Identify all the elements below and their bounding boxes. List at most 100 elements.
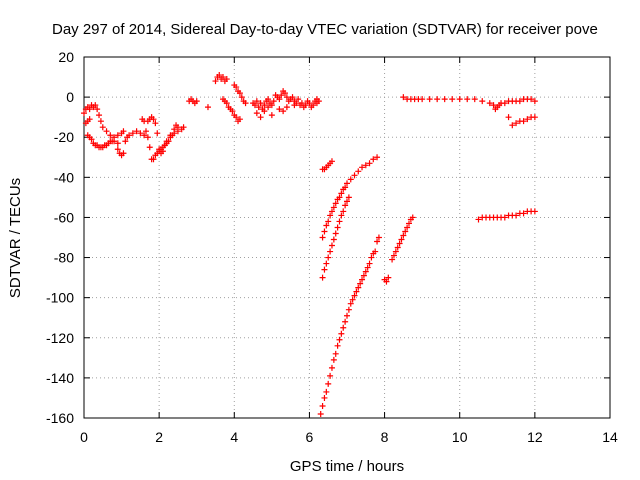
plot-frame (83, 56, 611, 419)
data-point (496, 102, 503, 109)
data-point (298, 100, 305, 107)
data-point (464, 96, 471, 103)
data-point (364, 264, 371, 271)
data-point (268, 102, 275, 109)
data-point (392, 248, 399, 255)
data-point (389, 256, 396, 263)
series-arc-g (250, 88, 322, 121)
data-point (276, 106, 283, 113)
data-point (276, 96, 283, 103)
data-point (349, 296, 356, 303)
series-arc-l (381, 274, 392, 285)
y-tick-label: -20 (54, 129, 74, 145)
data-point (161, 142, 168, 149)
data-point (516, 98, 523, 105)
data-point (355, 284, 362, 291)
data-point (501, 100, 508, 107)
data-point (317, 410, 324, 417)
data-point (142, 128, 149, 135)
data-point (344, 312, 350, 319)
data-point (94, 106, 101, 113)
data-point (283, 104, 290, 111)
chart-title: Day 297 of 2014, Sidereal Day-to-day VTE… (52, 21, 598, 38)
data-point (122, 138, 129, 145)
data-point (328, 158, 335, 165)
data-point (323, 388, 330, 395)
data-point (405, 220, 412, 227)
y-axis-label: SDTVAR / TECUs (7, 178, 24, 298)
data-point (253, 110, 260, 117)
x-axis-label: GPS time / hours (290, 458, 404, 475)
data-point (362, 268, 369, 275)
data-point (86, 116, 93, 123)
data-point (344, 180, 350, 187)
data-point (114, 140, 121, 147)
data-point (257, 100, 264, 107)
data-point (265, 104, 272, 111)
data-point (347, 300, 354, 307)
data-point (236, 90, 243, 97)
y-tick-label: 0 (66, 89, 74, 105)
data-point (345, 194, 352, 201)
series-arc-a (81, 102, 127, 141)
data-point (426, 96, 433, 103)
data-point (366, 160, 373, 167)
data-point (270, 98, 277, 105)
data-point (97, 118, 104, 125)
data-point (96, 112, 103, 119)
data-point (394, 244, 401, 251)
y-tick-label: -100 (46, 290, 74, 306)
data-point (524, 116, 531, 123)
series-arc-m (389, 214, 416, 263)
data-point (471, 96, 478, 103)
data-point (385, 274, 392, 281)
data-point (368, 254, 375, 261)
data-point (520, 118, 527, 125)
data-point (374, 238, 381, 245)
data-point (360, 272, 367, 279)
data-point (223, 76, 230, 83)
series-arc-o (509, 114, 538, 129)
data-point (283, 94, 290, 101)
data-point (342, 202, 349, 209)
data-point (126, 132, 133, 139)
data-point (129, 130, 136, 137)
data-point (409, 214, 416, 221)
data-point (257, 114, 264, 121)
data-point (141, 118, 148, 125)
data-point (291, 102, 298, 109)
data-point (434, 96, 441, 103)
data-point (531, 98, 538, 105)
data-point (513, 212, 520, 219)
series-arc-d (139, 114, 181, 157)
data-point (152, 120, 159, 127)
data-point (332, 200, 339, 207)
data-point (334, 224, 341, 231)
data-point (441, 96, 448, 103)
data-point (268, 112, 275, 119)
data-point (330, 236, 337, 243)
data-point (321, 394, 328, 401)
data-point (528, 96, 535, 103)
data-point (359, 164, 366, 171)
data-point (114, 132, 121, 139)
y-tick-label: -120 (46, 330, 74, 346)
series-arc-i (319, 154, 381, 241)
x-tick-label: 6 (306, 429, 314, 445)
data-point (328, 364, 335, 371)
data-point (253, 98, 260, 105)
data-point (374, 154, 381, 161)
data-point (255, 104, 262, 111)
series-arc-h (319, 158, 335, 173)
data-point (486, 100, 493, 107)
data-point (180, 124, 187, 131)
data-point (193, 98, 200, 105)
data-point (400, 94, 407, 101)
x-tick-label: 8 (381, 429, 389, 445)
data-point (325, 380, 332, 387)
data-point (370, 156, 377, 163)
data-point (171, 126, 178, 133)
data-point (144, 134, 151, 141)
data-point (233, 84, 240, 91)
